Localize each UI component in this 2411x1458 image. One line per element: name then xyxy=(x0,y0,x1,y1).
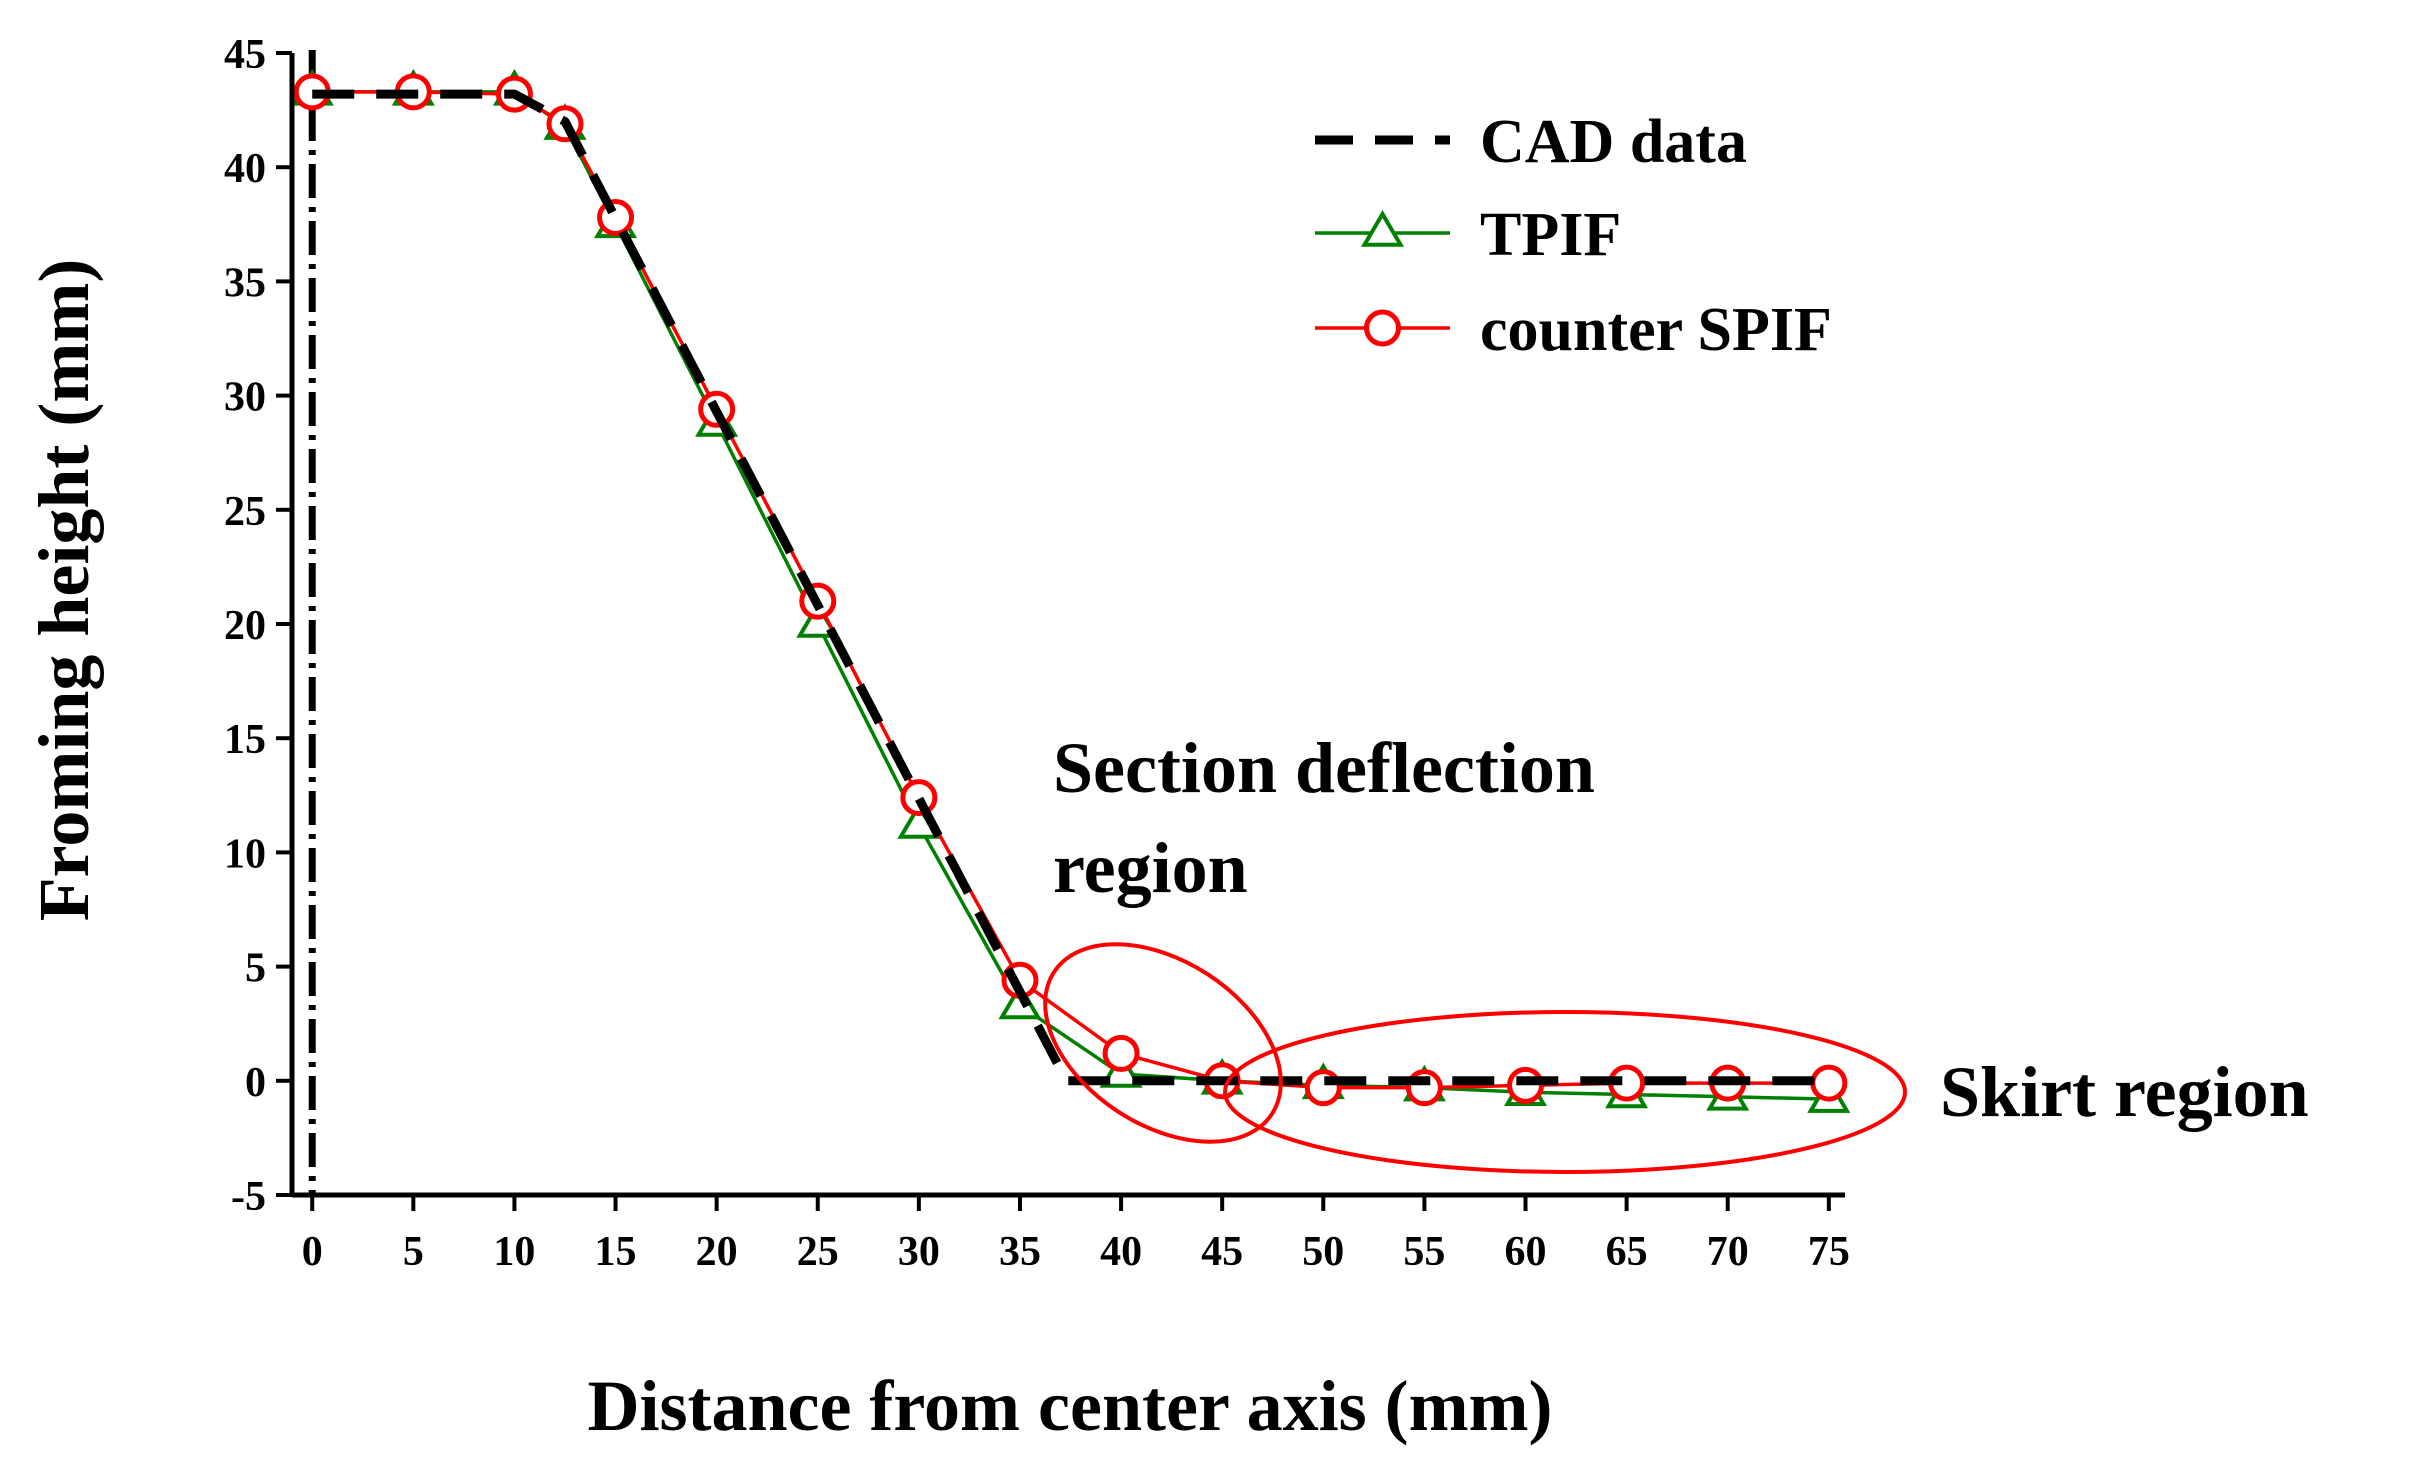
section-deflection-label: Section deflection xyxy=(1053,728,1595,808)
y-tick-label: -5 xyxy=(231,1174,266,1220)
x-tick-label: 65 xyxy=(1606,1229,1648,1275)
x-tick-label: 40 xyxy=(1100,1229,1142,1275)
y-tick-label: 30 xyxy=(224,375,266,421)
legend-label-tpif: TPIF xyxy=(1480,201,1621,269)
x-tick-label: 0 xyxy=(302,1229,323,1275)
y-tick-label: 0 xyxy=(245,1060,266,1106)
annotations: Section deflection region Skirt region xyxy=(1043,728,2309,1174)
y-tick-label: 10 xyxy=(224,831,266,877)
section-deflection-label-line2: region xyxy=(1053,828,1248,908)
skirt-region-label: Skirt region xyxy=(1940,1052,2309,1132)
x-tick-label: 30 xyxy=(898,1229,940,1275)
x-tick-label: 60 xyxy=(1505,1229,1547,1275)
x-tick-label: 5 xyxy=(403,1229,424,1275)
y-axis-title: Froming height (mm) xyxy=(24,259,104,922)
x-tick-label: 25 xyxy=(797,1229,839,1275)
x-tick-label: 20 xyxy=(696,1229,738,1275)
y-tick-label: 35 xyxy=(224,260,266,306)
y-ticks: -5 0 5 10 15 20 25 30 35 40 45 xyxy=(224,32,292,1220)
y-tick-label: 5 xyxy=(245,946,266,992)
data-point-counter-spif xyxy=(1507,1066,1545,1104)
section-deflection-ellipse xyxy=(1043,942,1283,1144)
x-tick-label: 35 xyxy=(999,1229,1041,1275)
series-line-cad-data xyxy=(312,89,1829,1086)
y-tick-label: 45 xyxy=(224,32,266,78)
data-point-counter-spif xyxy=(1810,1064,1848,1102)
x-tick-label: 75 xyxy=(1808,1229,1850,1275)
x-tick-label: 70 xyxy=(1707,1229,1749,1275)
data-point-counter-spif xyxy=(900,779,938,817)
skirt-region-ellipse xyxy=(1223,1010,1907,1174)
legend-marker-counter-spif xyxy=(1364,309,1401,347)
y-tick-label: 40 xyxy=(224,146,266,192)
series-layer xyxy=(290,50,1851,1195)
x-axis-title: Distance from center axis (mm) xyxy=(587,1366,1552,1446)
legend-label-counter-spif: counter SPIF xyxy=(1480,296,1832,364)
y-tick-label: 20 xyxy=(224,603,266,649)
legend: CAD data TPIF counter SPIF xyxy=(1315,108,1832,364)
x-tick-label: 55 xyxy=(1403,1229,1445,1275)
x-tick-label: 15 xyxy=(595,1229,637,1275)
x-tick-label: 10 xyxy=(493,1229,535,1275)
x-ticks: 0 5 10 15 20 25 30 35 40 45 50 55 60 65 70 75 xyxy=(302,1195,1850,1275)
x-tick-label: 50 xyxy=(1302,1229,1344,1275)
y-tick-label: 15 xyxy=(224,717,266,763)
legend-marker-tpif xyxy=(1360,210,1405,247)
data-point-counter-spif xyxy=(1102,1034,1140,1072)
y-tick-label: 25 xyxy=(224,489,266,535)
legend-label-cad-data: CAD data xyxy=(1480,108,1747,176)
x-tick-label: 45 xyxy=(1201,1229,1243,1275)
